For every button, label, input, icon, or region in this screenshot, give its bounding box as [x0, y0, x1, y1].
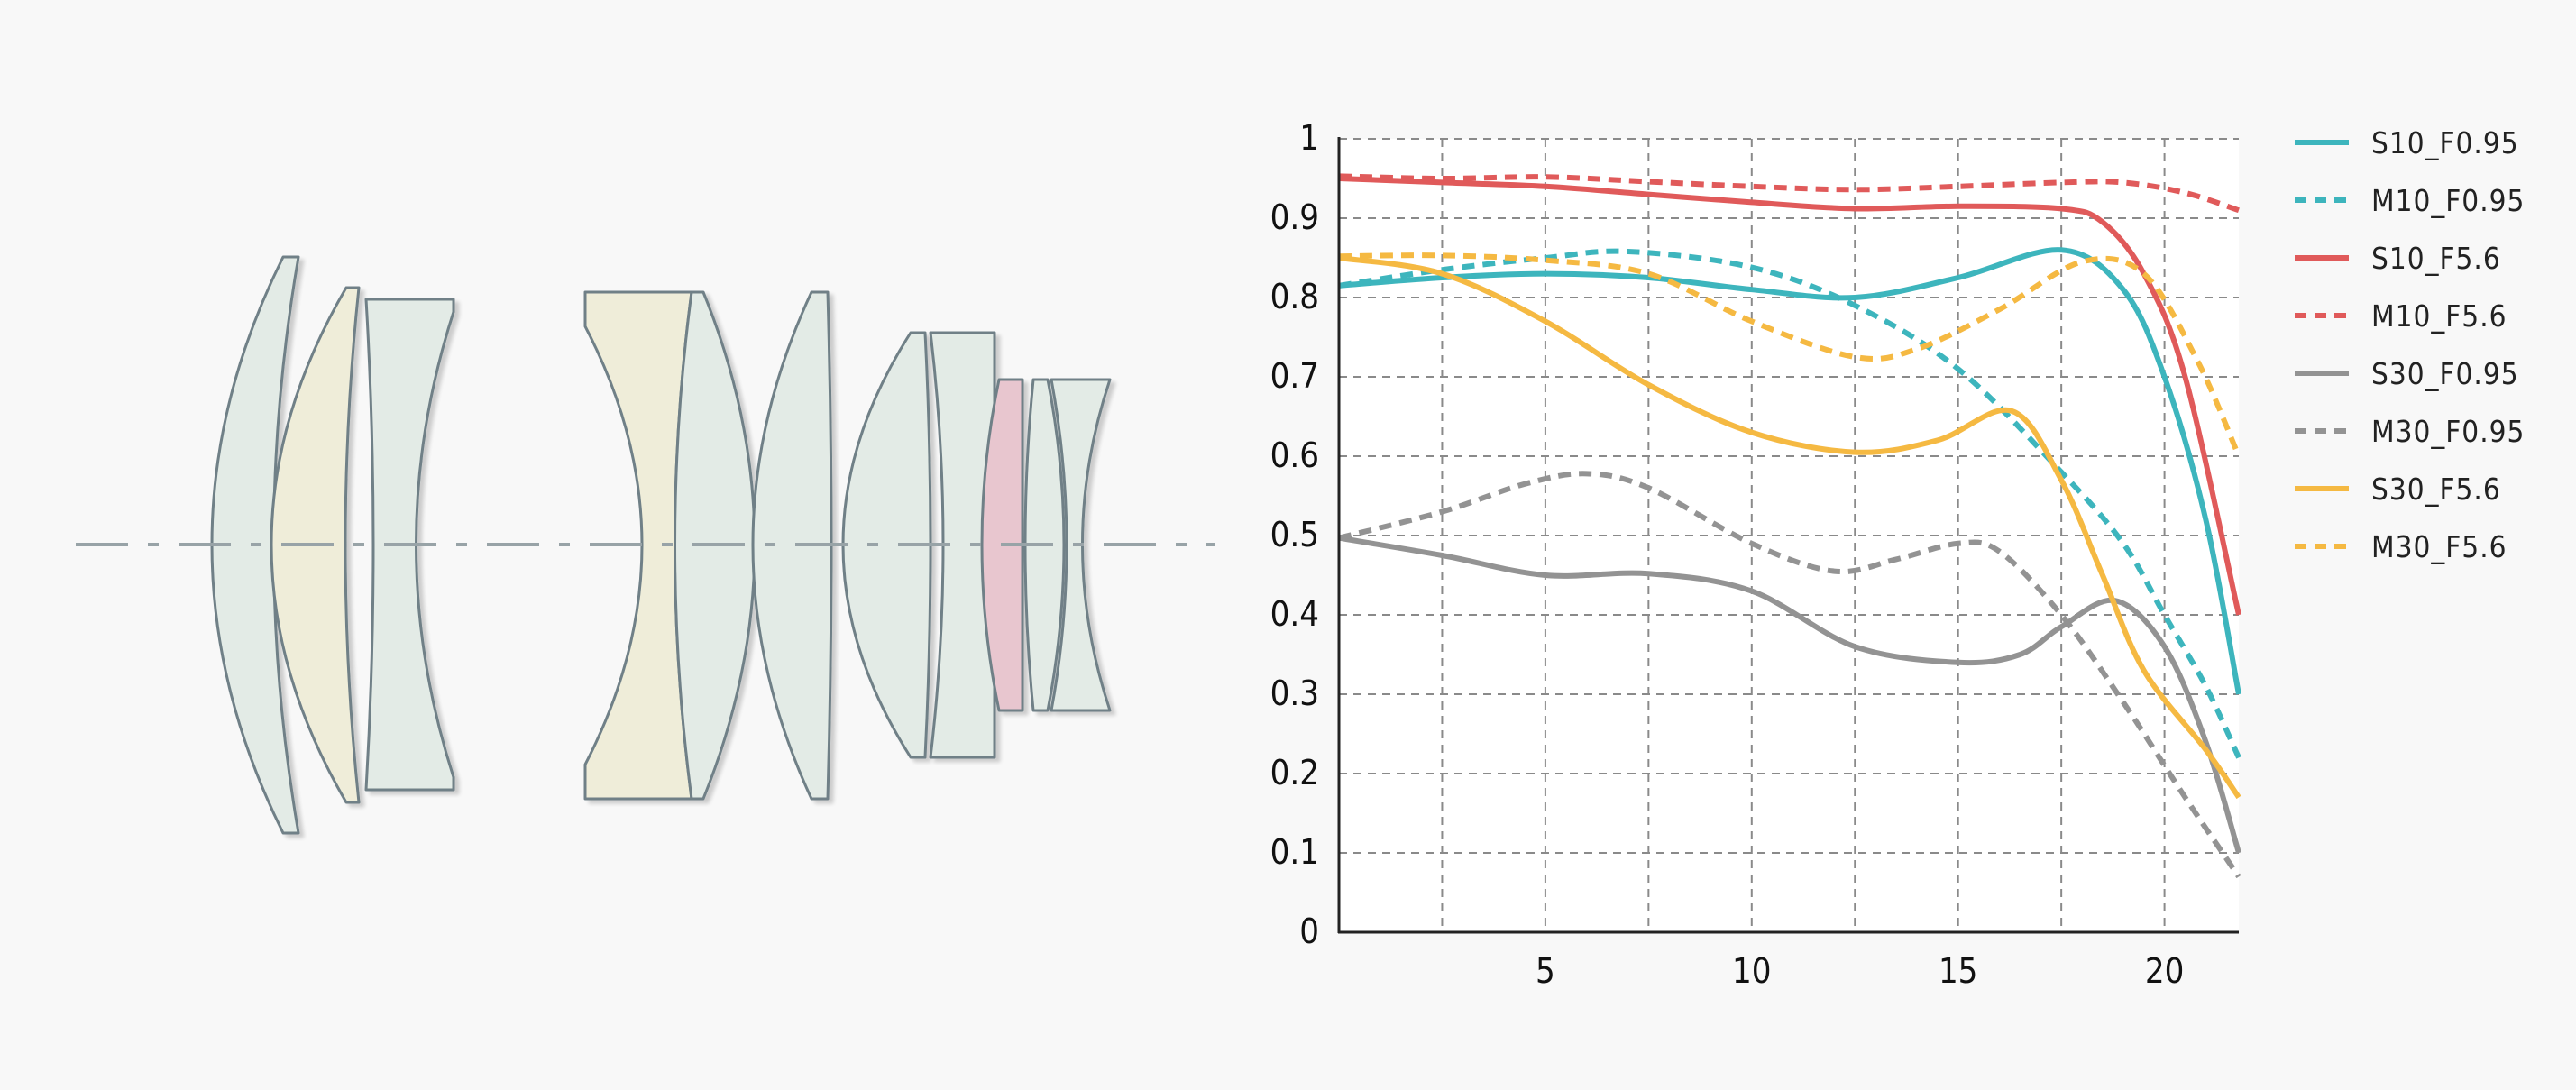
- legend-entry: M10_F5.6: [2295, 298, 2507, 334]
- legend-label: S30_F5.6: [2371, 472, 2501, 507]
- x-tick-label: 20: [2145, 951, 2185, 991]
- legend-label: S10_F0.95: [2371, 125, 2519, 160]
- y-tick-label: 0.6: [1270, 435, 1319, 475]
- legend-entry: S10_F0.95: [2295, 125, 2519, 160]
- series-line-s10-f0-95: [1338, 247, 2241, 695]
- series-lines: [1338, 173, 2241, 879]
- y-tick-label: 0.7: [1270, 356, 1319, 396]
- lens-element-8: [929, 331, 996, 759]
- series-line-s30-f5-6: [1338, 255, 2241, 800]
- x-tick-labels: 5 10 15 20: [1536, 951, 2184, 991]
- legend-label: S30_F0.95: [2371, 356, 2519, 391]
- y-tick-label: 0.9: [1270, 197, 1319, 237]
- lens-element-7: [841, 331, 932, 759]
- y-tick-label: 0: [1299, 911, 1319, 951]
- y-tick-label: 0.2: [1270, 753, 1319, 792]
- legend-entry: M30_F5.6: [2295, 529, 2507, 564]
- legend-entry: M30_F0.95: [2295, 414, 2525, 449]
- legend-label: M30_F0.95: [2371, 414, 2525, 449]
- series-line-m30-f0-95: [1338, 471, 2241, 879]
- legend-label: S10_F5.6: [2371, 241, 2501, 276]
- x-tick-label: 5: [1536, 951, 1555, 991]
- y-tick-labels: 0 0.1 0.2 0.3 0.4 0.5 0.6 0.7 0.8 0.9 1: [1270, 118, 1319, 951]
- series-line-s10-f5-6: [1338, 176, 2241, 616]
- x-tick-label: 10: [1732, 951, 1772, 991]
- lens-diagram: [76, 255, 1215, 835]
- y-tick-label: 0.1: [1270, 832, 1319, 872]
- legend-label: M10_F5.6: [2371, 298, 2507, 334]
- y-tick-label: 0.4: [1270, 594, 1319, 634]
- lens-element-6: [751, 290, 833, 801]
- legend-entry: S10_F5.6: [2295, 241, 2501, 276]
- axes: [1337, 137, 2239, 934]
- y-tick-label: 0.5: [1270, 515, 1319, 554]
- y-tick-label: 0.8: [1270, 277, 1319, 316]
- y-tick-label: 0.3: [1270, 673, 1319, 713]
- series-line-m30-f5-6: [1338, 252, 2241, 458]
- legend-entry: S30_F0.95: [2295, 356, 2519, 391]
- legend-label: M10_F0.95: [2371, 183, 2525, 218]
- legend-entry: M10_F0.95: [2295, 183, 2525, 218]
- y-tick-label: 1: [1299, 118, 1319, 158]
- legend-label: M30_F5.6: [2371, 529, 2507, 564]
- legend-entry: S30_F5.6: [2295, 472, 2501, 507]
- series-line-s30-f0-95: [1338, 535, 2241, 854]
- x-tick-label: 15: [1939, 951, 1978, 991]
- legend: S10_F0.95 M10_F0.95 S10_F5.6 M10_F5.6 S30_F0…: [2295, 125, 2525, 564]
